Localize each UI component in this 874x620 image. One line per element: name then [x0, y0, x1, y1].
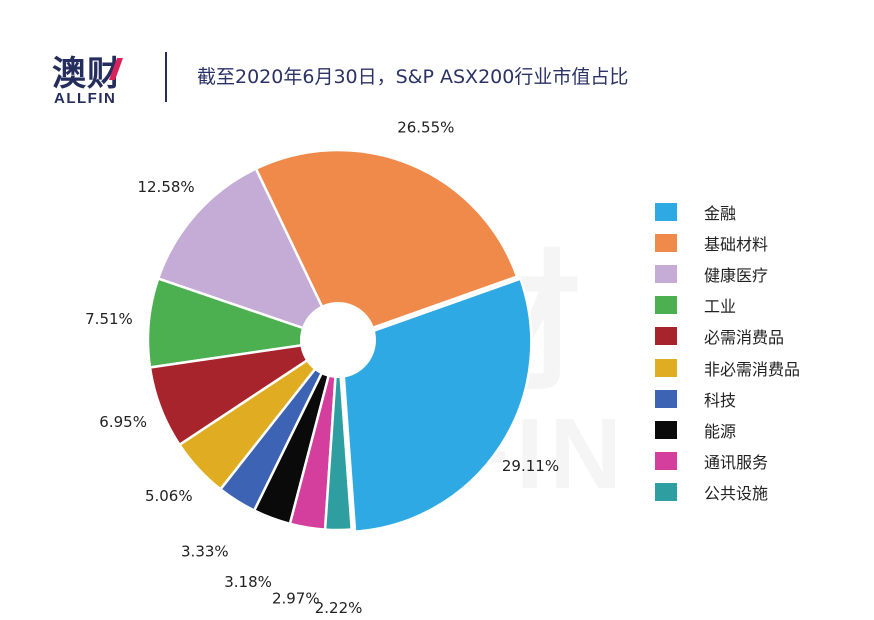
- legend-label: 公共设施: [704, 484, 769, 504]
- pie-slice: [323, 339, 354, 532]
- data-label: 7.51%: [85, 310, 133, 328]
- legend-label: 能源: [704, 421, 737, 441]
- logo-subtext: ALLFIN: [54, 90, 117, 107]
- legend-swatch: [655, 389, 677, 408]
- legend-label: 工业: [704, 297, 737, 317]
- legend-swatch: [655, 264, 677, 283]
- data-label: 6.95%: [99, 413, 147, 431]
- legend-item: 必需消费品: [655, 321, 865, 352]
- data-label: 26.55%: [397, 118, 454, 136]
- pie-slice: [340, 277, 533, 534]
- legend-swatch: [655, 420, 677, 439]
- legend-label: 健康医疗: [704, 265, 769, 285]
- data-label: 2.97%: [272, 590, 320, 608]
- pie-slice: [156, 166, 341, 343]
- legend-label: 金融: [704, 203, 737, 223]
- data-label: 12.58%: [137, 178, 194, 196]
- legend-label: 非必需消费品: [704, 359, 801, 379]
- legend-swatch: [655, 202, 677, 221]
- legend: 金融基础材料健康医疗工业必需消费品非必需消费品 科技能源通讯服务公共设施: [655, 196, 865, 508]
- legend-label: 科技: [704, 390, 737, 410]
- legend-item: 非必需消费品: [655, 352, 865, 383]
- legend-item: 基础材料: [655, 227, 865, 258]
- data-label: 29.11%: [502, 457, 559, 475]
- logo-text: 澳财: [52, 54, 122, 94]
- header: 澳财 ALLFIN 截至2020年6月30日，S&P ASX200行业市值占比: [0, 0, 874, 120]
- pie-slice: [254, 148, 519, 342]
- legend-item: 健康医疗: [655, 258, 865, 289]
- legend-swatch: [655, 296, 677, 315]
- legend-item: 工业: [655, 290, 865, 321]
- data-label: 2.22%: [315, 599, 363, 617]
- pie-slices: [146, 148, 533, 534]
- donut-hole: [300, 302, 376, 378]
- chart-title: 截至2020年6月30日，S&P ASX200行业市值占比: [197, 66, 629, 88]
- data-labels: 29.11% 26.55% 12.58% 7.51% 6.95% 5.06% 3.33% 3.…: [85, 118, 559, 617]
- data-label: 5.06%: [145, 487, 193, 505]
- legend-swatch: [655, 327, 677, 346]
- legend-label: 必需消费品: [704, 328, 785, 348]
- legend-item: 科技: [655, 383, 865, 414]
- legend-label: 基础材料: [704, 234, 769, 254]
- data-label: 3.18%: [224, 573, 272, 591]
- data-label: 3.33%: [181, 543, 229, 561]
- legend-swatch: [655, 483, 677, 502]
- legend-item: 通讯服务: [655, 446, 865, 477]
- legend-item: 能源: [655, 414, 865, 445]
- legend-swatch: [655, 233, 677, 252]
- header-divider: [165, 52, 167, 102]
- legend-swatch: [655, 358, 677, 377]
- legend-label: 通讯服务: [704, 453, 769, 473]
- legend-item: 公共设施: [655, 477, 865, 508]
- legend-item: 金融: [655, 196, 865, 227]
- legend-swatch: [655, 452, 677, 471]
